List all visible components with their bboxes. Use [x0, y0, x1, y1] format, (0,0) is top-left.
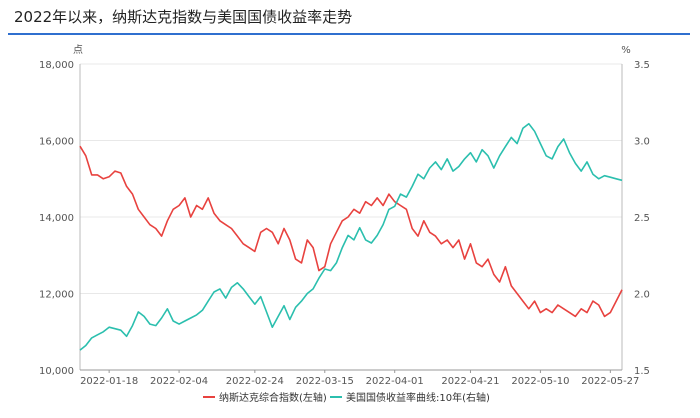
nasdaq-series-line: [79, 145, 623, 318]
x-axis-tick-label: 2022-04-21: [441, 376, 499, 387]
legend-entry-label: 纳斯达克综合指数(左轴): [219, 391, 327, 404]
axes-layer: 10,000 1.5 12,000 2.0 14,000 2.5 16,000 3.0 18,0…: [39, 44, 650, 387]
left-axis-tick-label: 10,000: [39, 366, 74, 377]
right-axis-tick-label: 2.5: [634, 213, 650, 224]
series-layer: [79, 122, 623, 351]
left-axis-unit-label: 点: [73, 44, 83, 56]
right-axis-tick-label: 3.5: [634, 60, 650, 71]
x-axis-tick-label: 2022-05-27: [581, 376, 639, 387]
treasury-yield-series-line: [79, 122, 623, 351]
title-underline: [8, 33, 690, 35]
left-axis-tick-label: 14,000: [39, 213, 74, 224]
chart-title: 2022年以来，纳斯达克指数与美国国债收益率走势: [14, 8, 353, 26]
x-axis-tick-label: 2022-01-18: [80, 376, 138, 387]
right-axis-tick-label: 1.5: [634, 366, 650, 377]
legend-entry-label: 美国国债收益率曲线:10年(右轴): [346, 391, 490, 404]
x-axis-tick-label: 2022-04-01: [366, 376, 424, 387]
left-axis-tick-label: 18,000: [39, 60, 74, 71]
x-axis-tick-label: 2022-02-04: [150, 376, 208, 387]
left-axis-tick-label: 12,000: [39, 290, 74, 301]
grid-layer: [80, 63, 622, 294]
left-axis-tick-label: 16,000: [39, 137, 74, 148]
x-axis-tick-label: 2022-03-15: [296, 376, 354, 387]
x-axis-tick-label: 2022-02-24: [226, 376, 284, 387]
right-axis-tick-label: 2.0: [634, 290, 650, 301]
x-axis-tick-label: 2022-05-10: [511, 376, 569, 387]
right-axis-unit-label: %: [621, 45, 631, 56]
right-axis-tick-label: 3.0: [634, 137, 650, 148]
legend: 纳斯达克综合指数(左轴) 美国国债收益率曲线:10年(右轴): [203, 391, 490, 404]
